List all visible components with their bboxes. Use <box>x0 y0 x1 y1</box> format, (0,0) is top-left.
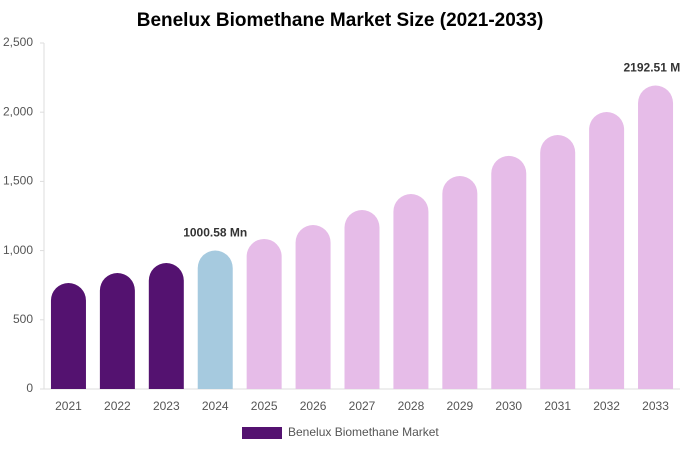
x-tick-label: 2021 <box>55 399 82 413</box>
bar <box>638 85 674 390</box>
bar <box>295 224 331 389</box>
value-label: 2192.51 Mn <box>624 61 680 75</box>
x-tick-label: 2024 <box>202 399 229 413</box>
x-tick-label: 2030 <box>495 399 522 413</box>
bar <box>99 273 135 389</box>
bar <box>197 250 233 389</box>
legend-swatch <box>242 427 282 439</box>
x-tick-label: 2022 <box>104 399 131 413</box>
x-tick-label: 2023 <box>153 399 180 413</box>
value-label: 1000.58 Mn <box>183 226 247 240</box>
bar <box>246 238 282 389</box>
x-tick-label: 2027 <box>349 399 376 413</box>
y-tick-label: 2,500 <box>3 35 33 49</box>
x-tick-label: 2025 <box>251 399 278 413</box>
x-tick-label: 2026 <box>300 399 327 413</box>
y-tick-label: 1,500 <box>3 174 33 188</box>
x-tick-label: 2031 <box>544 399 571 413</box>
bar <box>148 263 184 389</box>
bar <box>589 112 625 390</box>
legend-label: Benelux Biomethane Market <box>288 425 439 439</box>
y-tick-label: 2,000 <box>3 104 33 118</box>
y-tick-label: 1,000 <box>3 243 33 257</box>
x-tick-label: 2033 <box>642 399 669 413</box>
chart-title: Benelux Biomethane Market Size (2021-203… <box>137 10 544 31</box>
x-tick-label: 2029 <box>446 399 473 413</box>
y-tick-label: 0 <box>26 381 33 395</box>
bar <box>50 282 86 389</box>
bar <box>442 176 478 389</box>
x-tick-label: 2028 <box>398 399 425 413</box>
bar <box>491 155 527 389</box>
bar <box>540 135 576 389</box>
x-tick-label: 2032 <box>593 399 620 413</box>
bar <box>393 193 429 389</box>
y-tick-label: 500 <box>13 312 33 326</box>
bar <box>344 210 380 389</box>
